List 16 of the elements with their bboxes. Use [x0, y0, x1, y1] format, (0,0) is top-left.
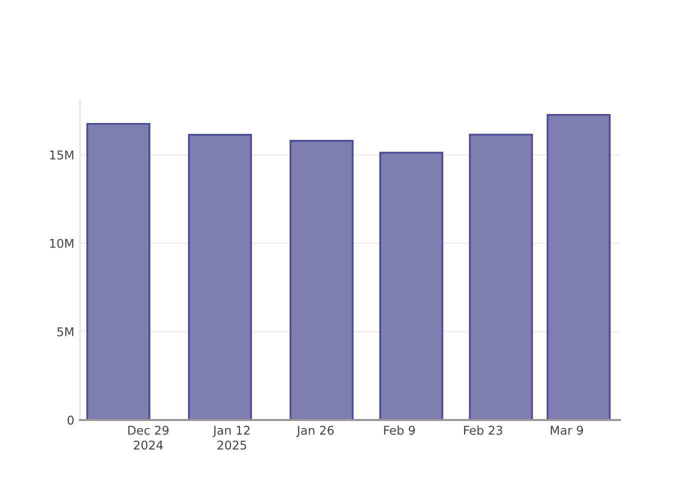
bar — [86, 122, 150, 420]
x-tick-label: Jan 12 2025 — [212, 426, 250, 450]
y-tick-label: 0 — [68, 416, 74, 425]
bar — [188, 134, 252, 420]
y-tick-label: 5M — [57, 327, 74, 336]
x-tick-label: Mar 9 — [550, 426, 583, 435]
x-tick-label: Feb 23 — [464, 426, 502, 435]
bar — [290, 140, 354, 420]
x-tick-label: Dec 29 2024 — [128, 426, 169, 450]
y-tick-label: 10M — [50, 238, 74, 248]
x-tick-label: Jan 26 — [296, 426, 334, 438]
x-tick-label: Feb 9 — [384, 426, 415, 435]
bar — [546, 114, 611, 420]
bar — [468, 134, 533, 420]
bar — [379, 152, 444, 420]
y-tick-label: 15M — [50, 150, 74, 160]
